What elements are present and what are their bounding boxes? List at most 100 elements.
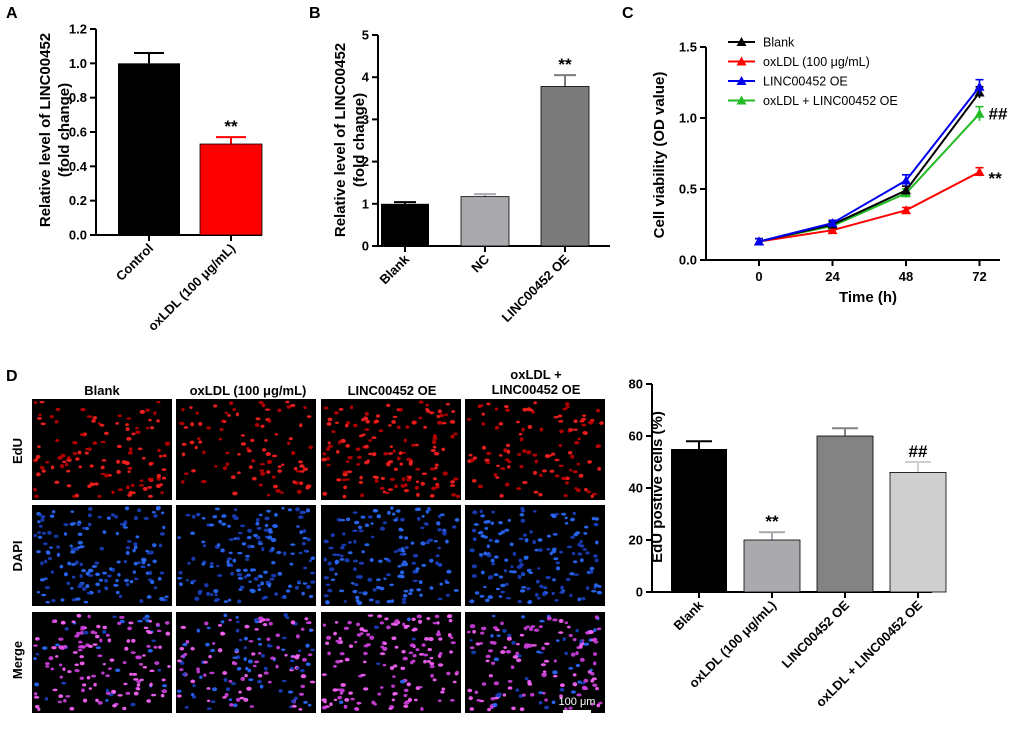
- nucleus: [299, 423, 303, 428]
- nucleus: [405, 425, 410, 429]
- nucleus: [527, 643, 533, 648]
- nucleus: [571, 552, 576, 556]
- nucleus: [421, 514, 425, 518]
- nucleus: [191, 695, 197, 699]
- nucleus: [504, 482, 510, 487]
- bar-linc00452-oe: [540, 86, 590, 247]
- nucleus: [72, 441, 78, 445]
- nucleus: [115, 531, 120, 536]
- nucleus: [123, 578, 130, 583]
- nucleus: [364, 543, 370, 547]
- nucleus: [79, 655, 84, 659]
- nucleus: [298, 692, 305, 696]
- nucleus: [209, 565, 214, 568]
- nucleus: [165, 631, 171, 636]
- nucleus: [59, 675, 64, 679]
- x-tick-label: NC: [468, 251, 492, 275]
- nucleus: [378, 559, 383, 563]
- nucleus: [107, 638, 112, 643]
- nucleus: [237, 599, 242, 604]
- nucleus: [347, 540, 352, 544]
- nucleus: [552, 674, 558, 678]
- nucleus: [597, 466, 601, 471]
- nucleus: [274, 512, 278, 517]
- nucleus: [179, 668, 184, 671]
- nucleus: [573, 419, 578, 423]
- bar-nc: [460, 196, 510, 247]
- nucleus: [404, 536, 409, 540]
- nucleus: [264, 438, 268, 442]
- nucleus: [267, 419, 272, 423]
- nucleus: [191, 556, 196, 561]
- nucleus: [191, 514, 196, 519]
- nucleus: [577, 542, 581, 547]
- nucleus: [379, 586, 385, 591]
- nucleus: [271, 454, 278, 458]
- nucleus: [115, 421, 120, 425]
- nucleus: [153, 513, 158, 518]
- nucleus: [237, 667, 242, 671]
- nucleus: [232, 703, 238, 708]
- nucleus: [247, 528, 252, 533]
- nucleus: [334, 411, 339, 415]
- nucleus: [599, 421, 604, 425]
- nucleus: [77, 532, 83, 536]
- nucleus: [577, 680, 582, 684]
- nucleus: [449, 636, 454, 640]
- nucleus: [305, 508, 310, 513]
- nucleus: [149, 669, 155, 673]
- nucleus: [294, 585, 300, 590]
- nucleus: [541, 646, 545, 651]
- nucleus: [210, 700, 216, 704]
- nucleus: [429, 467, 435, 471]
- nucleus: [445, 581, 450, 584]
- nucleus: [84, 451, 89, 455]
- nucleus: [323, 700, 327, 704]
- data-point: [827, 218, 838, 228]
- nucleus: [37, 531, 41, 535]
- nucleus: [368, 438, 373, 442]
- nucleus: [582, 414, 587, 417]
- nucleus: [78, 640, 83, 644]
- nucleus: [80, 688, 85, 693]
- nucleus: [569, 517, 575, 522]
- y-tick-label: 0.5: [679, 182, 697, 197]
- nucleus: [159, 483, 163, 487]
- nucleus: [126, 436, 132, 441]
- nucleus: [251, 476, 257, 481]
- nucleus: [338, 636, 342, 641]
- nucleus: [429, 662, 435, 666]
- nucleus: [137, 619, 143, 623]
- nucleus: [472, 456, 478, 460]
- nucleus: [209, 561, 214, 566]
- nucleus: [142, 486, 148, 492]
- nucleus: [236, 620, 240, 624]
- nucleus: [132, 491, 136, 495]
- nucleus: [33, 695, 40, 699]
- nucleus: [257, 583, 261, 588]
- series-line-1: [758, 171, 980, 243]
- legend-marker: [736, 76, 747, 85]
- nucleus: [270, 573, 277, 578]
- nucleus: [490, 521, 495, 525]
- nucleus: [367, 614, 374, 617]
- nucleus: [91, 564, 98, 568]
- nucleus: [246, 535, 252, 540]
- nucleus: [356, 622, 360, 627]
- nucleus: [82, 586, 87, 591]
- nucleus: [139, 479, 144, 483]
- nucleus: [430, 673, 434, 678]
- nucleus: [33, 487, 37, 492]
- nucleus: [500, 467, 506, 471]
- nucleus: [357, 525, 363, 530]
- nucleus: [326, 463, 331, 467]
- nucleus: [283, 612, 289, 618]
- y-tick-label: 1.0: [69, 56, 87, 71]
- nucleus: [248, 640, 254, 643]
- nucleus: [285, 589, 291, 593]
- nucleus: [85, 584, 90, 589]
- nucleus: [282, 551, 287, 556]
- nucleus: [532, 510, 537, 513]
- nucleus: [216, 543, 221, 547]
- y-tick-label: 40: [629, 481, 643, 496]
